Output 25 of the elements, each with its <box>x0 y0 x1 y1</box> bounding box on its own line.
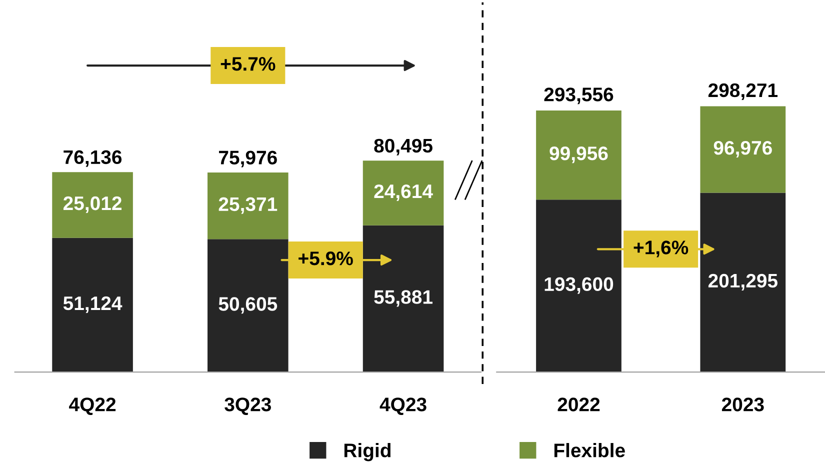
x-tick-label: 4Q22 <box>69 398 116 416</box>
data-label: 25,371 <box>218 197 278 214</box>
data-label: 99,956 <box>550 146 608 164</box>
total-label: 75,976 <box>219 150 277 168</box>
data-label: 193,600 <box>544 277 614 294</box>
x-tick-label: 4Q23 <box>380 398 426 416</box>
x-tick-label: 2022 <box>558 398 600 412</box>
data-label: 24,614 <box>374 184 433 202</box>
data-label: 96,976 <box>714 140 772 158</box>
data-label: 201,295 <box>708 274 778 290</box>
total-label: 80,495 <box>374 138 432 156</box>
data-label: 55,881 <box>374 290 432 307</box>
legend-label: Rigid <box>344 443 390 462</box>
annotation: +1,6% <box>634 240 688 258</box>
legend-label: Flexible <box>554 443 625 458</box>
total-label: 298,271 <box>708 83 778 100</box>
total-label: 293,556 <box>544 88 614 104</box>
data-label: 50,605 <box>218 297 278 314</box>
data-label: 25,012 <box>63 196 122 214</box>
x-tick-label: 3Q23 <box>224 398 271 416</box>
total-label: 76,136 <box>64 150 122 167</box>
annotation: +5.9% <box>298 251 353 266</box>
data-label: 51,124 <box>63 296 122 313</box>
text: +5.7% <box>220 57 276 71</box>
x-tick-label: 2023 <box>722 398 764 412</box>
